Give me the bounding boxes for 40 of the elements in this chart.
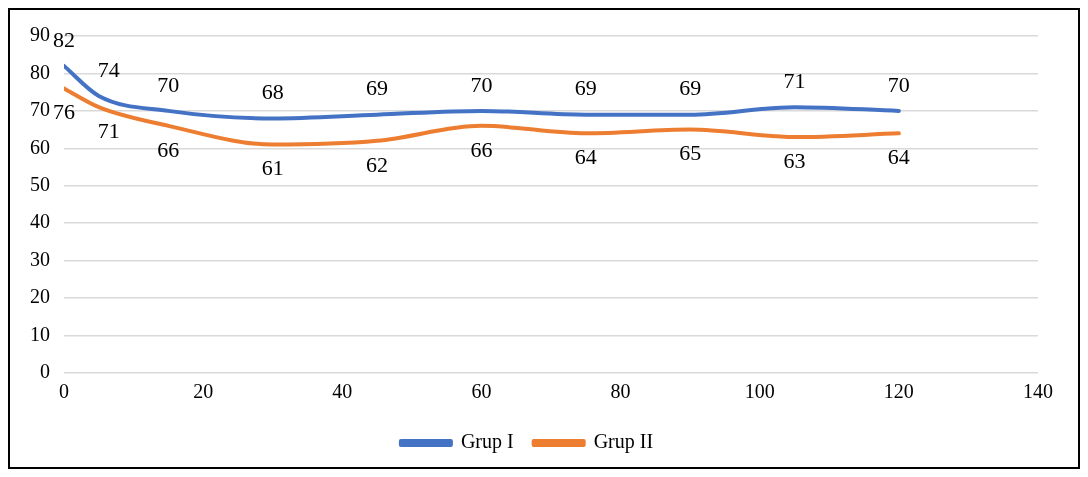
data-label: 76 <box>53 99 75 125</box>
legend-label: Grup II <box>593 430 654 454</box>
y-tick-label: 60 <box>30 135 50 158</box>
data-label: 62 <box>366 151 389 177</box>
y-tick-label: 0 <box>40 360 50 383</box>
data-label: 71 <box>97 117 120 143</box>
data-label: 82 <box>53 26 75 52</box>
data-label: 61 <box>261 155 284 181</box>
x-tick-label: 60 <box>471 380 492 403</box>
data-label: 65 <box>679 140 702 166</box>
x-tick-label: 120 <box>883 380 914 403</box>
x-tick-label: 140 <box>1023 380 1053 403</box>
y-tick-label: 80 <box>30 60 50 83</box>
data-label: 71 <box>783 67 806 93</box>
data-label: 74 <box>97 56 120 82</box>
x-tick-label: 20 <box>193 380 214 403</box>
y-tick-label: 30 <box>30 247 50 270</box>
data-label: 69 <box>679 75 702 101</box>
data-label: 68 <box>261 79 284 105</box>
x-tick-label: 40 <box>332 380 353 403</box>
y-tick-label: 90 <box>30 23 50 46</box>
data-label: 63 <box>783 147 806 173</box>
y-tick-label: 70 <box>30 98 50 121</box>
x-tick-label: 80 <box>610 380 631 403</box>
y-tick-label: 40 <box>30 210 50 233</box>
x-tick-label: 0 <box>59 380 69 403</box>
data-label: 69 <box>574 75 597 101</box>
data-label: 64 <box>887 144 910 170</box>
data-label: 64 <box>574 144 597 170</box>
legend-label: Grup I <box>460 430 514 454</box>
data-label: 70 <box>887 71 910 97</box>
x-tick-label: 100 <box>744 380 775 403</box>
y-tick-label: 20 <box>30 285 50 308</box>
data-label: 69 <box>366 75 389 101</box>
data-label: 70 <box>157 71 180 97</box>
data-label: 66 <box>157 136 180 162</box>
data-label: 70 <box>470 71 493 97</box>
y-tick-label: 50 <box>30 173 50 196</box>
y-tick-label: 10 <box>30 322 50 345</box>
data-label: 66 <box>470 136 493 162</box>
